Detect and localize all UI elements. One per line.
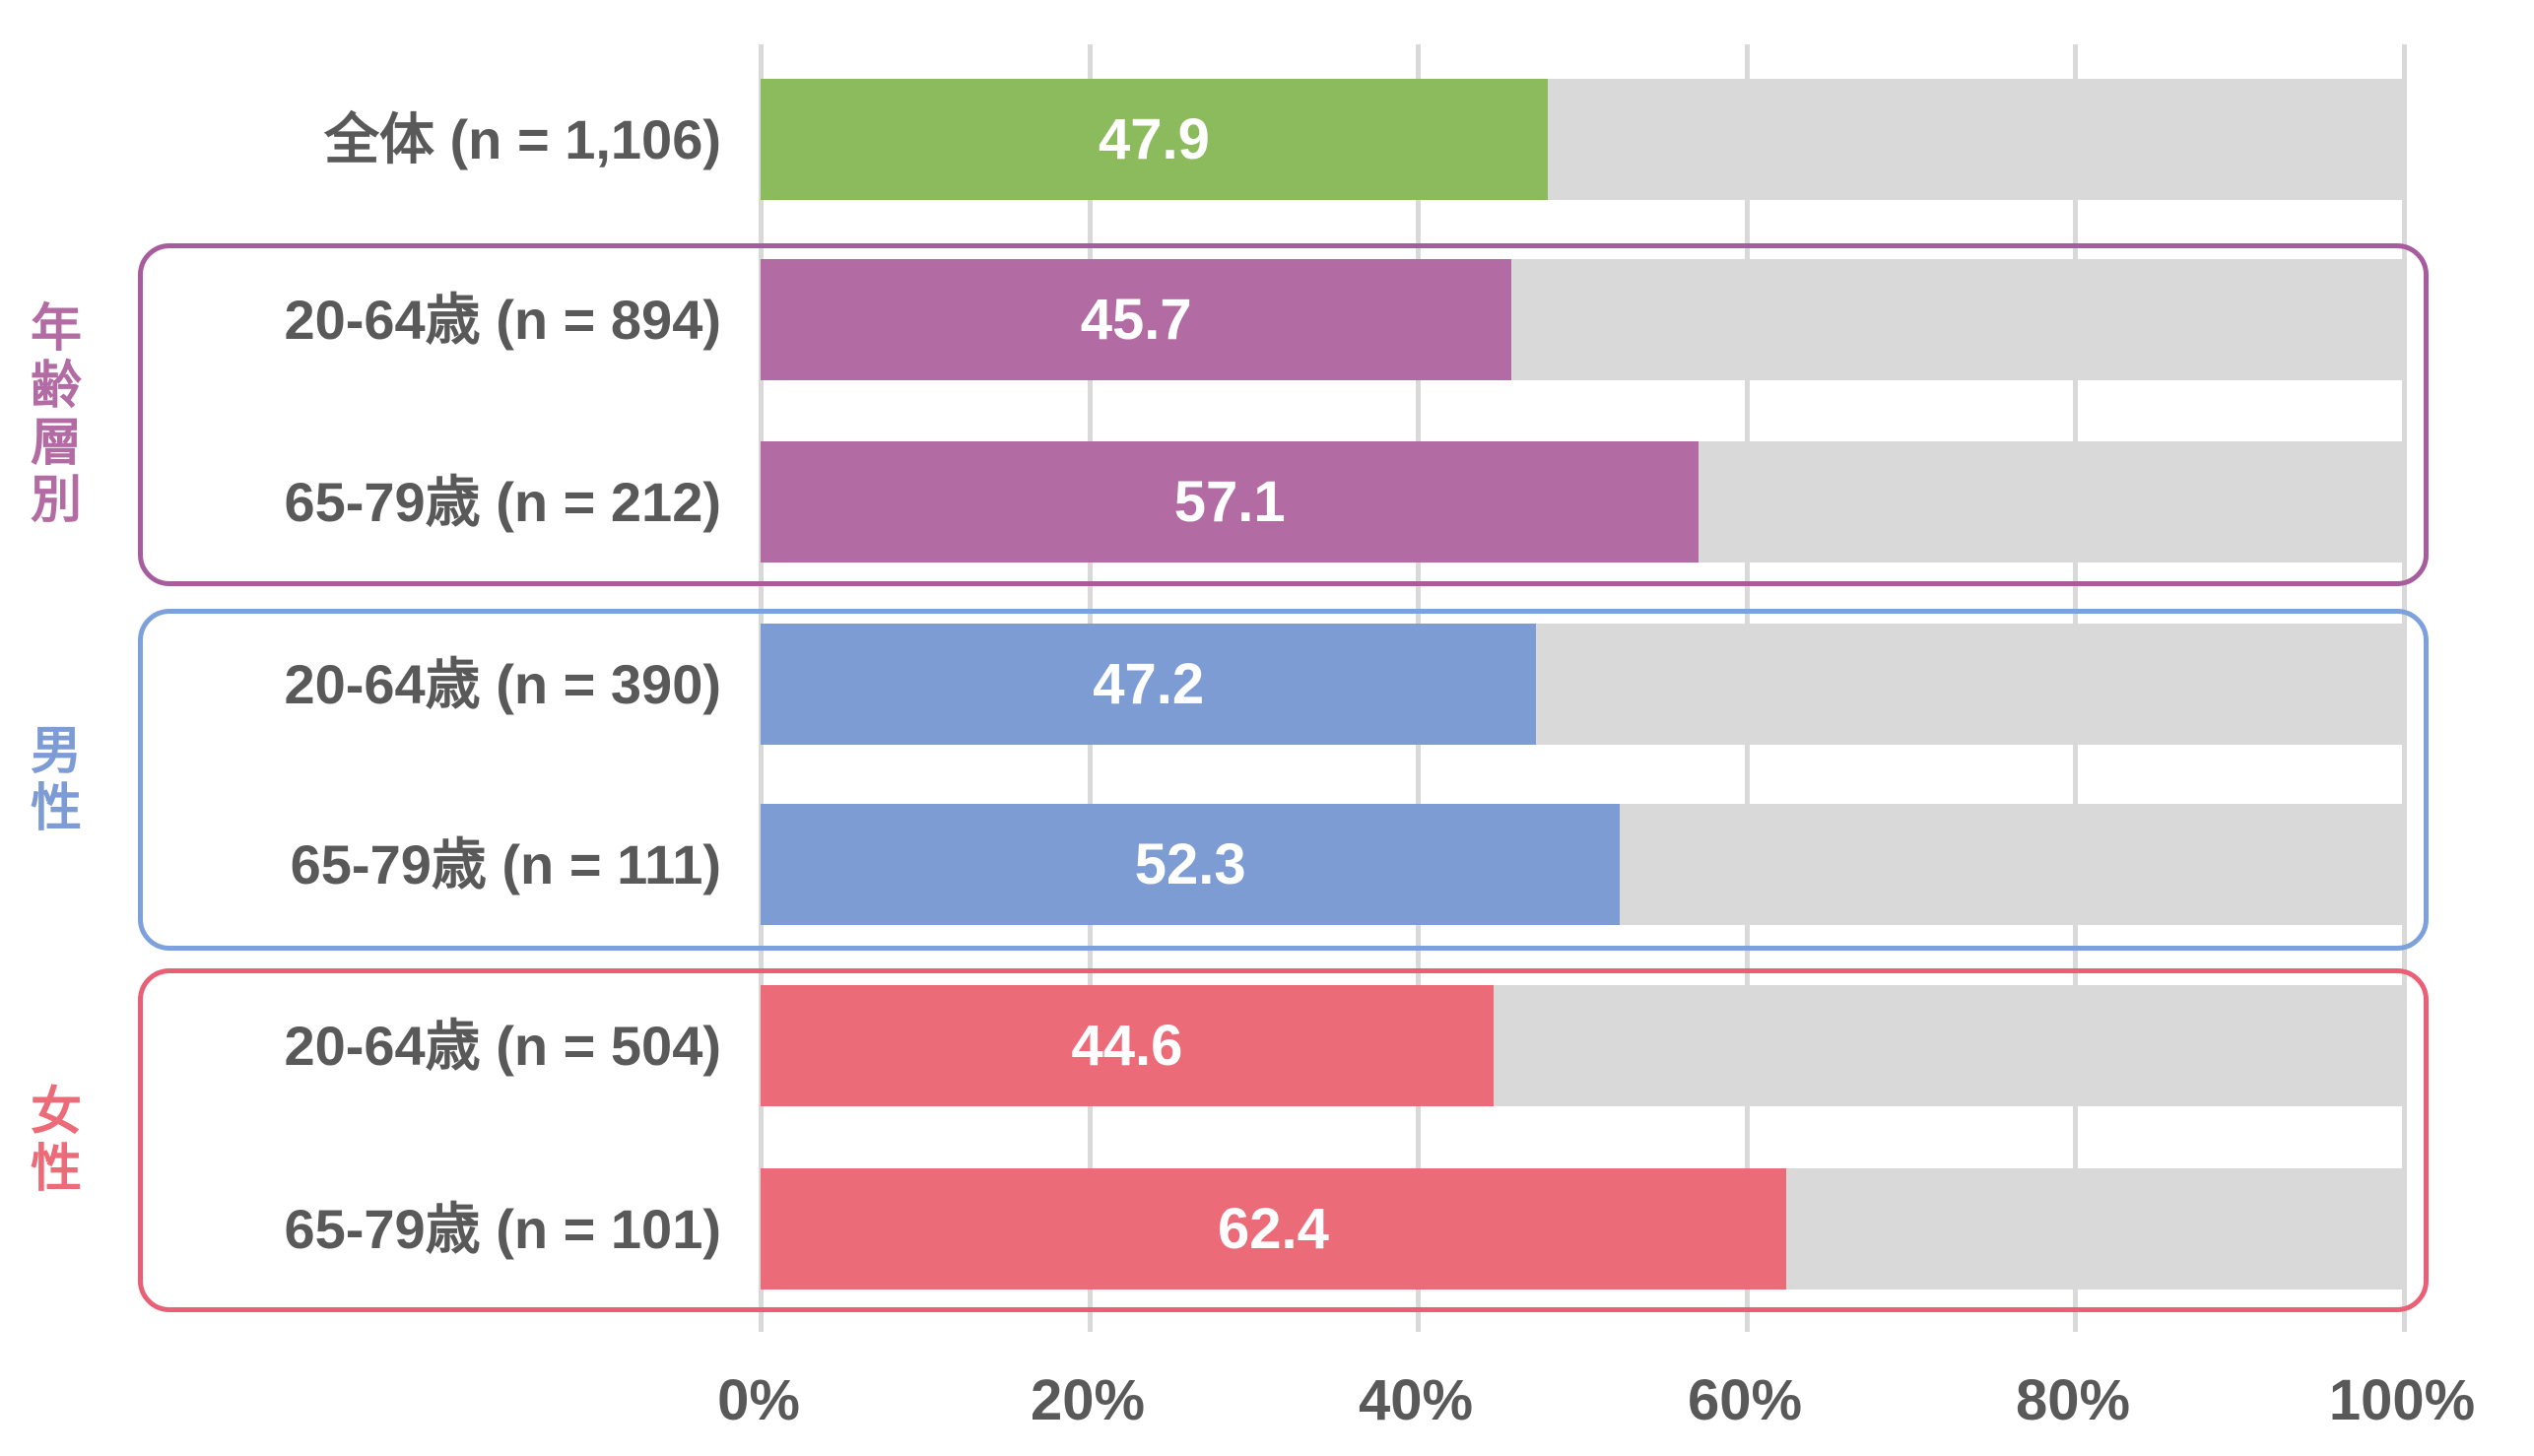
group-label-age: 年齢層別 — [22, 300, 80, 529]
bar-value-label: 47.2 — [1093, 652, 1205, 716]
chart-row-female-65-79: 65-79歳 (n = 101) 62.4 — [0, 1168, 2534, 1290]
bar-female-20-64: 44.6 — [761, 985, 1494, 1106]
row-label: 65-79歳 (n = 212) — [284, 471, 721, 533]
row-label: 20-64歳 (n = 390) — [284, 653, 721, 715]
row-label: 65-79歳 (n = 101) — [284, 1198, 721, 1260]
bar-value-label: 45.7 — [1080, 288, 1192, 352]
x-axis-tick-label-60: 60% — [1687, 1368, 1803, 1432]
row-label: 65-79歳 (n = 111) — [290, 833, 721, 895]
bar-track: 52.3 — [761, 804, 2404, 925]
chart-row-female-20-64: 20-64歳 (n = 504) 44.6 — [0, 985, 2534, 1106]
chart-row-age-20-64: 20-64歳 (n = 894) 45.7 — [0, 259, 2534, 380]
bar-track: 44.6 — [761, 985, 2404, 1106]
group-label-female: 女性 — [22, 1083, 80, 1198]
chart-row-male-65-79: 65-79歳 (n = 111) 52.3 — [0, 804, 2534, 925]
x-axis-tick-label-20: 20% — [1030, 1368, 1146, 1432]
group-label-male: 男性 — [22, 722, 80, 837]
bar-male-20-64: 47.2 — [761, 624, 1537, 745]
chart-row-age-65-79: 65-79歳 (n = 212) 57.1 — [0, 441, 2534, 563]
bar-value-label: 57.1 — [1173, 470, 1286, 534]
bar-male-65-79: 52.3 — [761, 804, 1621, 925]
bar-track: 62.4 — [761, 1168, 2404, 1290]
bar-track: 57.1 — [761, 441, 2404, 563]
x-axis-tick-label-100: 100% — [2328, 1368, 2476, 1432]
bar-female-65-79: 62.4 — [761, 1168, 1786, 1290]
row-label: 20-64歳 (n = 504) — [284, 1015, 721, 1077]
bar-age-65-79: 57.1 — [761, 441, 1700, 563]
chart-row-male-20-64: 20-64歳 (n = 390) 47.2 — [0, 624, 2534, 745]
bar-age-20-64: 45.7 — [761, 259, 1512, 380]
x-axis-tick-label-0: 0% — [717, 1368, 800, 1432]
bar-track: 45.7 — [761, 259, 2404, 380]
x-axis-tick-label-80: 80% — [2015, 1368, 2131, 1432]
bar-value-label: 47.9 — [1099, 107, 1210, 171]
bar-track: 47.9 — [761, 79, 2404, 200]
bar-track: 47.2 — [761, 624, 2404, 745]
bar-value-label: 52.3 — [1134, 832, 1246, 896]
row-label: 全体 (n = 1,106) — [323, 108, 721, 170]
row-label: 20-64歳 (n = 894) — [284, 289, 721, 351]
bar-value-label: 62.4 — [1217, 1197, 1329, 1261]
gridline-100pct — [2402, 44, 2407, 1332]
bar-overall: 47.9 — [761, 79, 1548, 200]
x-axis-tick-label-40: 40% — [1358, 1368, 1474, 1432]
bar-value-label: 44.6 — [1071, 1014, 1183, 1078]
chart-row-overall: 全体 (n = 1,106) 47.9 — [0, 79, 2534, 200]
